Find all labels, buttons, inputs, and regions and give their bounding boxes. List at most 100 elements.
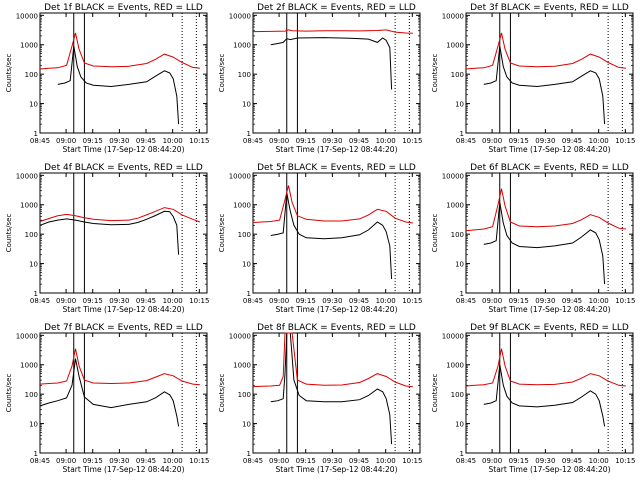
y-tick-label: 10 [242, 261, 251, 269]
x-tick-label: 10:15 [615, 457, 635, 465]
y-tick-label: 10000 [229, 332, 251, 340]
y-tick-label: 1 [34, 290, 38, 298]
panel-title: Det 5f BLACK = Events, RED = LLD [257, 163, 416, 173]
x-tick-label: 09:45 [562, 457, 582, 465]
x-tick-label: 09:45 [562, 137, 582, 145]
lld-series-line [465, 188, 626, 232]
x-tick-label: 09:45 [349, 137, 369, 145]
x-tick-label: 10:00 [589, 457, 609, 465]
x-tick-label: 09:00 [56, 297, 76, 305]
x-tick-label: 10:00 [589, 297, 609, 305]
panel-title: Det 6f BLACK = Events, RED = LLD [470, 163, 629, 173]
x-axis-label: Start Time (17-Sep-12 08:44:20) [276, 305, 398, 314]
detector-panel-8: Det 8f BLACK = Events, RED = LLD 1 10 100 10… [218, 323, 422, 474]
x-axis-label: Start Time (17-Sep-12 08:44:20) [63, 145, 185, 154]
y-tick-label: 100 [238, 71, 251, 79]
lld-series-line [39, 32, 200, 70]
x-tick-label: 10:00 [163, 297, 183, 305]
y-tick-label: 10000 [442, 172, 464, 180]
x-tick-label: 09:00 [269, 137, 289, 145]
y-axis-label: Counts/sec [431, 214, 439, 253]
x-tick-label: 08:45 [456, 297, 476, 305]
x-tick-label: 08:45 [243, 457, 263, 465]
x-tick-label: 10:15 [615, 137, 635, 145]
x-axis-label: Start Time (17-Sep-12 08:44:20) [489, 145, 611, 154]
y-tick-label: 1000 [20, 42, 38, 50]
x-tick-label: 10:15 [189, 457, 209, 465]
x-tick-label: 09:45 [349, 297, 369, 305]
x-tick-label: 09:00 [269, 457, 289, 465]
y-tick-label: 10 [455, 261, 464, 269]
y-tick-label: 1 [34, 130, 38, 138]
detector-panel-4: Det 4f BLACK = Events, RED = LLD 1 10 100 10… [5, 163, 209, 314]
x-tick-label: 09:30 [109, 457, 129, 465]
plot-frame [252, 12, 421, 134]
x-tick-label: 09:15 [83, 137, 103, 145]
y-axis-label: Counts/sec [218, 54, 226, 93]
y-tick-label: 1000 [233, 362, 251, 370]
x-tick-label: 08:45 [456, 137, 476, 145]
events-series-line [483, 364, 606, 427]
panel-title: Det 2f BLACK = Events, RED = LLD [257, 3, 416, 13]
x-tick-label: 08:45 [243, 137, 263, 145]
x-tick-label: 09:00 [56, 137, 76, 145]
x-tick-label: 08:45 [243, 297, 263, 305]
panel-title: Det 1f BLACK = Events, RED = LLD [44, 3, 203, 13]
detector-panel-2: Det 2f BLACK = Events, RED = LLD 1 10 100 10… [218, 3, 422, 154]
x-tick-label: 09:00 [482, 297, 502, 305]
x-axis-label: Start Time (17-Sep-12 08:44:20) [276, 145, 398, 154]
plot-frame [252, 332, 421, 454]
x-tick-label: 09:45 [349, 457, 369, 465]
y-tick-label: 1000 [20, 202, 38, 210]
y-tick-label: 10 [242, 101, 251, 109]
y-tick-label: 10000 [16, 332, 38, 340]
y-tick-label: 10 [29, 261, 38, 269]
events-series-line [39, 358, 180, 427]
x-tick-label: 09:30 [535, 457, 555, 465]
y-axis-label: Counts/sec [218, 214, 226, 253]
y-tick-label: 1000 [446, 362, 464, 370]
y-tick-label: 10 [455, 421, 464, 429]
events-series-line [57, 46, 180, 125]
detector-panel-3: Det 3f BLACK = Events, RED = LLD 1 10 100 10… [431, 3, 635, 154]
x-tick-label: 09:30 [109, 137, 129, 145]
x-tick-label: 09:15 [509, 457, 529, 465]
y-tick-label: 1 [460, 290, 464, 298]
lld-series-line [39, 207, 201, 223]
x-tick-label: 09:45 [136, 137, 156, 145]
x-tick-label: 10:00 [376, 457, 396, 465]
y-axis-label: Counts/sec [5, 54, 13, 93]
lld-series-line [252, 29, 413, 34]
y-tick-label: 100 [25, 231, 38, 239]
x-tick-label: 09:00 [269, 297, 289, 305]
y-tick-label: 100 [451, 71, 464, 79]
y-tick-label: 1 [460, 130, 464, 138]
plot-frame [465, 172, 634, 294]
y-tick-label: 10000 [229, 12, 251, 20]
y-tick-label: 10000 [442, 332, 464, 340]
x-tick-label: 10:00 [376, 297, 396, 305]
x-tick-label: 10:00 [589, 137, 609, 145]
x-tick-label: 10:00 [163, 457, 183, 465]
plot-frame [465, 12, 634, 134]
events-series-line [270, 332, 393, 445]
x-tick-label: 08:45 [30, 457, 50, 465]
detector-panel-5: Det 5f BLACK = Events, RED = LLD 1 10 100 10… [218, 163, 422, 314]
y-tick-label: 100 [238, 391, 251, 399]
x-tick-label: 10:15 [402, 457, 422, 465]
x-tick-label: 09:30 [109, 297, 129, 305]
lld-series-line [465, 348, 626, 387]
y-tick-label: 10 [455, 101, 464, 109]
x-tick-label: 09:00 [482, 457, 502, 465]
x-tick-label: 09:15 [296, 137, 316, 145]
y-tick-label: 10000 [442, 12, 464, 20]
y-tick-label: 10 [242, 421, 251, 429]
detector-panel-7: Det 7f BLACK = Events, RED = LLD 1 10 100 10… [5, 323, 209, 474]
y-tick-label: 100 [451, 231, 464, 239]
panel-title: Det 4f BLACK = Events, RED = LLD [44, 163, 203, 173]
x-tick-label: 10:00 [163, 137, 183, 145]
x-tick-label: 09:30 [322, 137, 342, 145]
y-tick-label: 1 [247, 130, 251, 138]
x-tick-label: 08:45 [30, 137, 50, 145]
